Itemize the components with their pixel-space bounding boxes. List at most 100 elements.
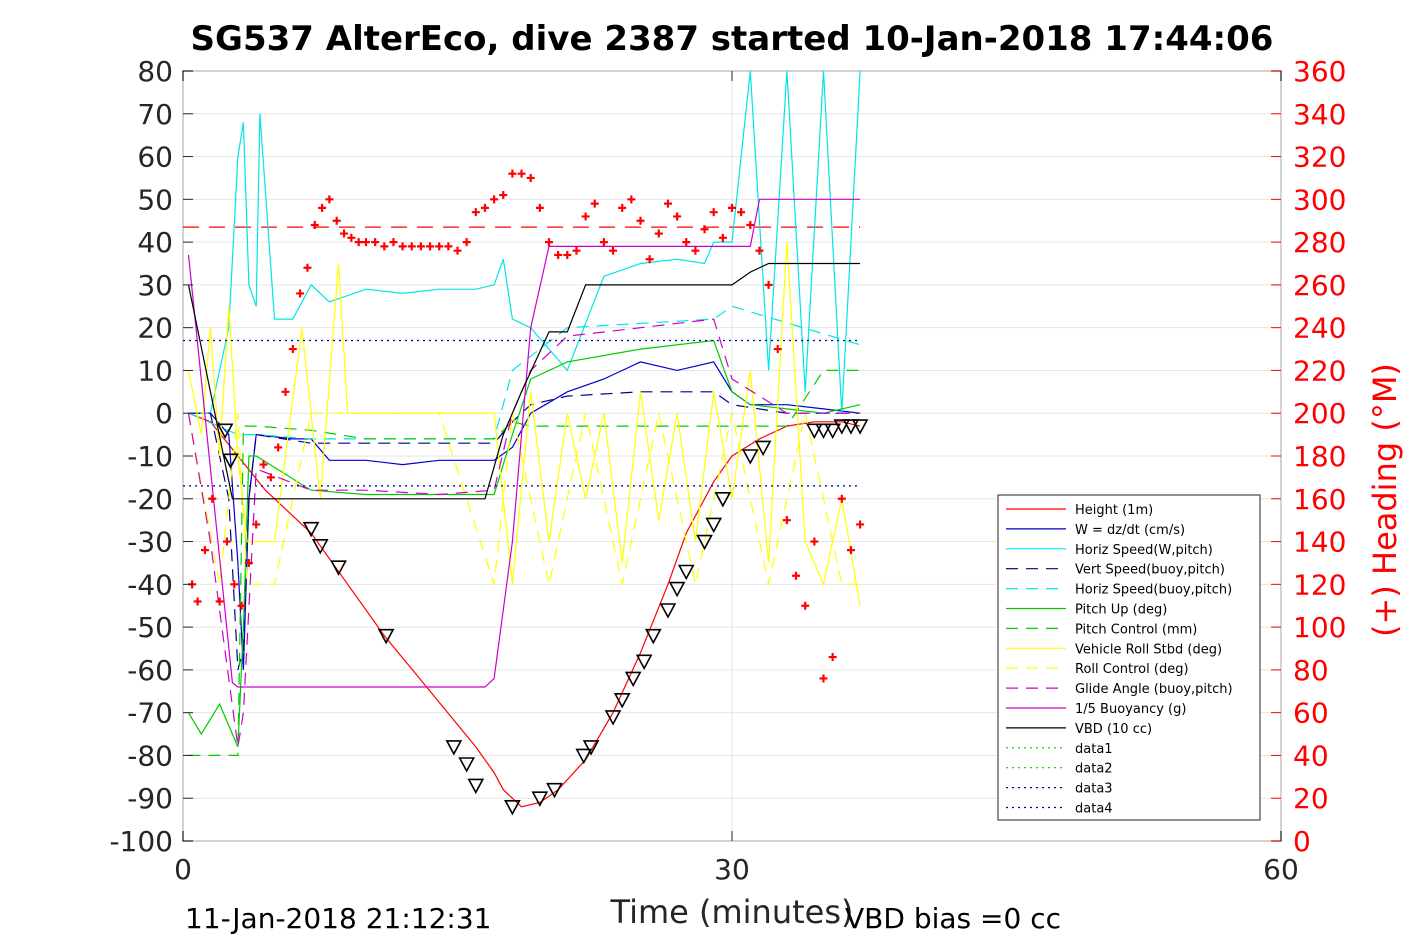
heading-point — [773, 345, 782, 354]
y-tick-label: 60 — [137, 141, 173, 174]
triangle-point — [833, 419, 851, 435]
triangle-point — [504, 799, 521, 816]
legend-label: Horiz Speed(buoy,pitch) — [1075, 583, 1232, 598]
heading-point — [259, 460, 268, 469]
y-right-tick-label: 120 — [1293, 568, 1346, 601]
triangle-point — [458, 757, 475, 773]
y-tick-label: 50 — [137, 183, 173, 216]
heading-point — [362, 238, 370, 247]
chart-title: SG537 AlterEco, dive 2387 started 10-Jan… — [191, 19, 1274, 59]
y-right-tick-label: 240 — [1293, 312, 1346, 345]
legend-label: Horiz Speed(W,pitch) — [1075, 543, 1213, 558]
heading-point — [340, 229, 349, 238]
heading-point — [828, 653, 837, 662]
heading-point — [325, 195, 334, 204]
heading-point — [435, 242, 444, 251]
y-axis-left: -100-90-80-70-60-50-40-30-20-10010203040… — [109, 55, 193, 858]
triangle-point — [582, 740, 600, 756]
heading-point — [526, 173, 535, 182]
heading-markers — [188, 169, 865, 683]
heading-point — [215, 597, 224, 606]
heading-point — [846, 546, 855, 555]
legend: Height (1m) W = dz/dt (cm/s) Horiz Speed(W… — [997, 494, 1261, 821]
y-right-tick-label: 140 — [1293, 526, 1346, 559]
heading-point — [281, 387, 290, 396]
y-tick-label: 80 — [137, 55, 173, 88]
series-line-glide-angle-buoy-pitch- — [187, 318, 861, 747]
series-line-1-5-buoyancy-g- — [187, 198, 861, 688]
triangle-point — [216, 423, 234, 440]
heading-point — [737, 208, 746, 217]
heading-point — [426, 242, 435, 251]
heading-point — [837, 494, 846, 503]
footer-timestamp: 11-Jan-2018 21:12:31 — [185, 902, 491, 935]
y-right-tick-label: 340 — [1293, 98, 1346, 131]
heading-point — [563, 250, 572, 259]
x-tick-label: 30 — [714, 853, 750, 886]
heading-point — [310, 221, 319, 229]
triangle-point — [696, 534, 713, 551]
legend-label: Vehicle Roll Stbd (deg) — [1075, 642, 1222, 657]
heading-point — [590, 199, 599, 208]
triangle-point — [824, 423, 841, 440]
heading-point — [480, 203, 489, 212]
heading-point — [691, 246, 700, 255]
y-right-tick-label: 60 — [1293, 697, 1329, 730]
series-line-w-dz-dt-cm-s- — [188, 361, 861, 670]
heading-point — [453, 246, 462, 255]
triangle-point — [575, 748, 593, 765]
x-tick-label: 0 — [174, 853, 192, 886]
y-tick-label: -60 — [127, 654, 173, 687]
heading-point — [208, 494, 217, 503]
triangle-markers — [216, 419, 869, 816]
series-line-pitch-control-mm- — [188, 369, 861, 757]
heading-point — [554, 250, 563, 259]
heading-point — [193, 597, 202, 606]
heading-point — [266, 473, 275, 482]
y-tick-label: 70 — [137, 98, 173, 131]
heading-point — [200, 546, 209, 555]
heading-point — [673, 212, 682, 221]
heading-point — [856, 520, 865, 529]
legend-label: data2 — [1075, 762, 1113, 777]
triangle-point — [635, 654, 653, 671]
heading-point — [462, 238, 471, 247]
y-tick-label: 20 — [137, 312, 173, 345]
y-right-tick-label: 160 — [1293, 483, 1346, 516]
heading-point — [296, 289, 305, 298]
heading-point — [609, 246, 618, 255]
heading-point — [274, 443, 283, 452]
y-tick-label: -10 — [127, 440, 173, 473]
triangle-point — [842, 419, 860, 435]
legend-label: data3 — [1075, 782, 1113, 797]
series-line-horiz-speed-w-pitch- — [188, 70, 861, 414]
series-line-height-1m- — [188, 412, 861, 808]
y-tick-label: 10 — [137, 354, 173, 387]
y-right-tick-label: 320 — [1293, 141, 1346, 174]
triangle-point — [302, 521, 320, 538]
series-line-vbd-10-cc- — [187, 262, 861, 500]
triangle-point — [851, 419, 869, 435]
heading-point — [371, 238, 380, 247]
y-tick-label: -40 — [127, 568, 173, 601]
triangle-point — [531, 791, 549, 807]
heading-point — [545, 238, 553, 247]
heading-point — [782, 516, 791, 525]
legend-label: Pitch Control (mm) — [1075, 622, 1197, 637]
y-right-tick-label: 220 — [1293, 354, 1346, 387]
triangle-point — [467, 778, 485, 795]
heading-point — [222, 537, 231, 546]
triangle-point — [311, 539, 329, 555]
x-tick-label: 60 — [1263, 853, 1299, 886]
x-axis-label: Time (minutes) — [610, 893, 854, 931]
heading-point — [471, 208, 480, 217]
triangle-point — [668, 581, 686, 598]
y-right-tick-label: 80 — [1293, 654, 1329, 687]
triangle-point — [445, 740, 463, 756]
heading-point — [764, 280, 773, 289]
y-tick-label: -70 — [127, 697, 173, 730]
y-right-tick-label: 100 — [1293, 611, 1346, 644]
series-lines — [183, 70, 861, 808]
heading-point — [801, 601, 810, 610]
triangle-point — [815, 423, 832, 440]
